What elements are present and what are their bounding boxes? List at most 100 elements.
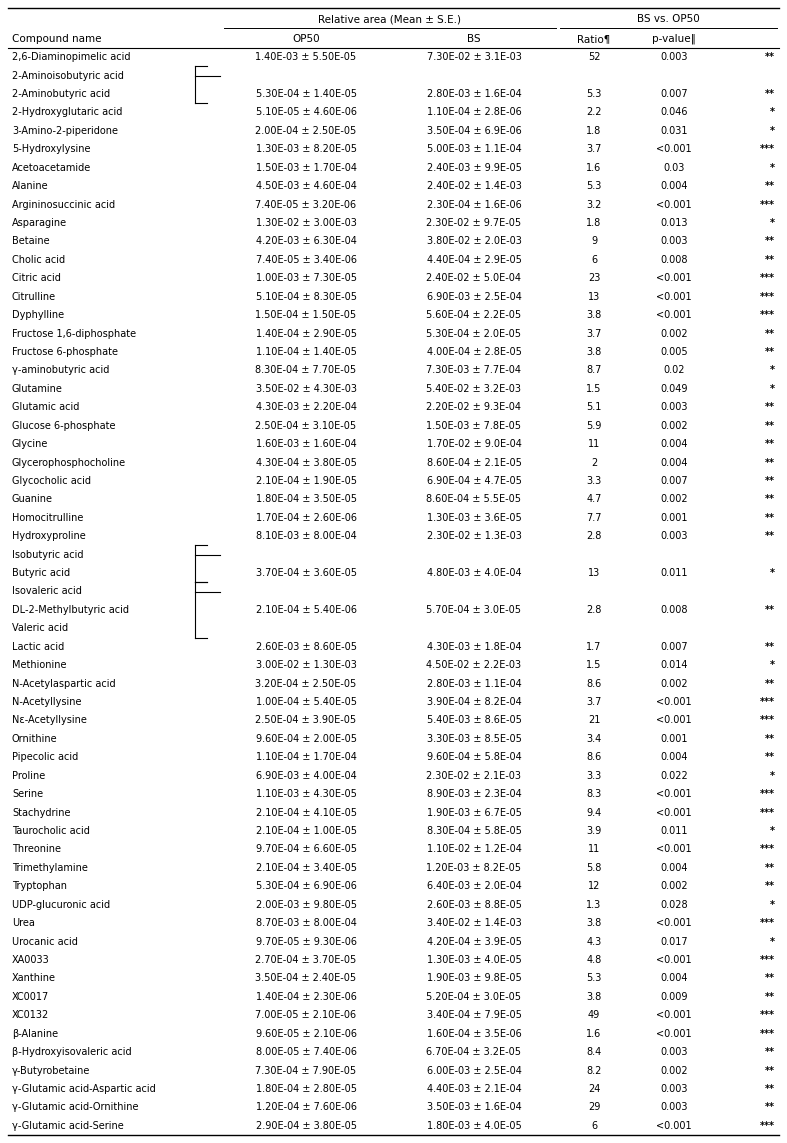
Text: 0.002: 0.002 [660, 421, 688, 431]
Text: <0.001: <0.001 [656, 144, 692, 154]
Text: Threonine: Threonine [12, 845, 61, 855]
Text: γ-Butyrobetaine: γ-Butyrobetaine [12, 1065, 91, 1076]
Text: 1.60E-03 ± 1.60E-04: 1.60E-03 ± 1.60E-04 [256, 439, 357, 449]
Text: Argininosuccinic acid: Argininosuccinic acid [12, 200, 115, 209]
Text: 3.50E-04 ± 6.9E-06: 3.50E-04 ± 6.9E-06 [427, 126, 521, 136]
Text: 2.50E-04 ± 3.90E-05: 2.50E-04 ± 3.90E-05 [256, 716, 357, 726]
Text: Hydroxyproline: Hydroxyproline [12, 531, 86, 542]
Text: Fructose 1,6-diphosphate: Fructose 1,6-diphosphate [12, 328, 136, 338]
Text: 1.30E-03 ± 3.6E-05: 1.30E-03 ± 3.6E-05 [427, 513, 521, 522]
Text: 0.008: 0.008 [660, 255, 688, 265]
Text: Glucose 6-phosphate: Glucose 6-phosphate [12, 421, 116, 431]
Text: 1.90E-03 ± 9.8E-05: 1.90E-03 ± 9.8E-05 [427, 974, 521, 983]
Text: 0.002: 0.002 [660, 1065, 688, 1076]
Text: Ratio¶: Ratio¶ [578, 34, 611, 43]
Text: 0.001: 0.001 [660, 734, 688, 744]
Text: γ-aminobutyric acid: γ-aminobutyric acid [12, 366, 109, 375]
Text: **: ** [765, 734, 775, 744]
Text: 0.003: 0.003 [660, 1084, 688, 1094]
Text: *: * [770, 218, 775, 227]
Text: 2.10E-04 ± 3.40E-05: 2.10E-04 ± 3.40E-05 [256, 863, 357, 873]
Text: 29: 29 [588, 1102, 600, 1112]
Text: <0.001: <0.001 [656, 200, 692, 209]
Text: 1.80E-04 ± 3.50E-05: 1.80E-04 ± 3.50E-05 [256, 495, 357, 504]
Text: 4.30E-03 ± 2.20E-04: 4.30E-03 ± 2.20E-04 [256, 402, 357, 413]
Text: 3.8: 3.8 [586, 992, 601, 1001]
Text: **: ** [765, 402, 775, 413]
Text: 8.3: 8.3 [586, 789, 601, 799]
Text: <0.001: <0.001 [656, 1029, 692, 1039]
Text: Nε-Acetyllysine: Nε-Acetyllysine [12, 716, 87, 726]
Text: 1.10E-04 ± 1.40E-05: 1.10E-04 ± 1.40E-05 [256, 347, 357, 357]
Text: 2.80E-03 ± 1.1E-04: 2.80E-03 ± 1.1E-04 [427, 679, 521, 688]
Text: XC0132: XC0132 [12, 1010, 50, 1021]
Text: 3.90E-04 ± 8.2E-04: 3.90E-04 ± 8.2E-04 [427, 697, 521, 708]
Text: 5.60E-04 ± 2.2E-05: 5.60E-04 ± 2.2E-05 [427, 310, 522, 320]
Text: **: ** [765, 752, 775, 762]
Text: 23: 23 [588, 273, 600, 283]
Text: 0.02: 0.02 [663, 366, 685, 375]
Text: **: ** [765, 992, 775, 1001]
Text: 0.004: 0.004 [660, 457, 688, 467]
Text: N-Acetylaspartic acid: N-Acetylaspartic acid [12, 679, 116, 688]
Text: DL-2-Methylbutyric acid: DL-2-Methylbutyric acid [12, 605, 129, 615]
Text: Guanine: Guanine [12, 495, 53, 504]
Text: 0.011: 0.011 [660, 568, 688, 578]
Text: 1.00E-03 ± 7.30E-05: 1.00E-03 ± 7.30E-05 [256, 273, 357, 283]
Text: 2.8: 2.8 [586, 531, 602, 542]
Text: **: ** [765, 457, 775, 467]
Text: 2.90E-04 ± 3.80E-05: 2.90E-04 ± 3.80E-05 [256, 1121, 357, 1130]
Text: 5.30E-04 ± 6.90E-06: 5.30E-04 ± 6.90E-06 [256, 881, 357, 892]
Text: γ-Glutamic acid-Serine: γ-Glutamic acid-Serine [12, 1121, 124, 1130]
Text: 6.90E-03 ± 4.00E-04: 6.90E-03 ± 4.00E-04 [256, 770, 357, 781]
Text: 3.40E-04 ± 7.9E-05: 3.40E-04 ± 7.9E-05 [427, 1010, 522, 1021]
Text: 6.70E-04 ± 3.2E-05: 6.70E-04 ± 3.2E-05 [427, 1047, 522, 1057]
Text: 0.028: 0.028 [660, 900, 688, 910]
Text: *: * [770, 661, 775, 670]
Text: 5.3: 5.3 [586, 974, 602, 983]
Text: 21: 21 [588, 716, 600, 726]
Text: 5-Hydroxylysine: 5-Hydroxylysine [12, 144, 91, 154]
Text: 4.40E-04 ± 2.9E-05: 4.40E-04 ± 2.9E-05 [427, 255, 522, 265]
Text: 6.00E-03 ± 2.5E-04: 6.00E-03 ± 2.5E-04 [427, 1065, 522, 1076]
Text: β-Alanine: β-Alanine [12, 1029, 58, 1039]
Text: 4.30E-04 ± 3.80E-05: 4.30E-04 ± 3.80E-05 [256, 457, 357, 467]
Text: 0.003: 0.003 [660, 53, 688, 62]
Text: 0.031: 0.031 [660, 126, 688, 136]
Text: 1.10E-04 ± 2.8E-06: 1.10E-04 ± 2.8E-06 [427, 107, 521, 118]
Text: Taurocholic acid: Taurocholic acid [12, 826, 90, 836]
Text: 8.2: 8.2 [586, 1065, 602, 1076]
Text: 5.20E-04 ± 3.0E-05: 5.20E-04 ± 3.0E-05 [427, 992, 522, 1001]
Text: 8.90E-03 ± 2.3E-04: 8.90E-03 ± 2.3E-04 [427, 789, 521, 799]
Text: Cholic acid: Cholic acid [12, 255, 65, 265]
Text: Relative area (Mean ± S.E.): Relative area (Mean ± S.E.) [319, 14, 461, 24]
Text: 9.60E-04 ± 2.00E-05: 9.60E-04 ± 2.00E-05 [256, 734, 357, 744]
Text: 8.60E-04 ± 2.1E-05: 8.60E-04 ± 2.1E-05 [427, 457, 522, 467]
Text: 2-Aminobutyric acid: 2-Aminobutyric acid [12, 89, 110, 99]
Text: 4.20E-03 ± 6.30E-04: 4.20E-03 ± 6.30E-04 [256, 237, 357, 247]
Text: <0.001: <0.001 [656, 291, 692, 302]
Text: 2.30E-02 ± 9.7E-05: 2.30E-02 ± 9.7E-05 [427, 218, 522, 227]
Text: Isovaleric acid: Isovaleric acid [12, 586, 82, 597]
Text: 4.50E-02 ± 2.2E-03: 4.50E-02 ± 2.2E-03 [427, 661, 522, 670]
Text: Alanine: Alanine [12, 182, 49, 191]
Text: 0.008: 0.008 [660, 605, 688, 615]
Text: 5.10E-04 ± 8.30E-05: 5.10E-04 ± 8.30E-05 [256, 291, 357, 302]
Text: 1.50E-03 ± 1.70E-04: 1.50E-03 ± 1.70E-04 [256, 162, 357, 173]
Text: **: ** [765, 328, 775, 338]
Text: 3.3: 3.3 [586, 475, 601, 486]
Text: 2.00E-04 ± 2.50E-05: 2.00E-04 ± 2.50E-05 [255, 126, 357, 136]
Text: ***: *** [760, 273, 775, 283]
Text: 1.30E-02 ± 3.00E-03: 1.30E-02 ± 3.00E-03 [256, 218, 357, 227]
Text: 2.10E-04 ± 1.00E-05: 2.10E-04 ± 1.00E-05 [256, 826, 357, 836]
Text: Glutamic acid: Glutamic acid [12, 402, 79, 413]
Text: <0.001: <0.001 [656, 808, 692, 817]
Text: 0.004: 0.004 [660, 752, 688, 762]
Text: 49: 49 [588, 1010, 600, 1021]
Text: 0.007: 0.007 [660, 475, 688, 486]
Text: ***: *** [760, 1010, 775, 1021]
Text: XC0017: XC0017 [12, 992, 50, 1001]
Text: <0.001: <0.001 [656, 845, 692, 855]
Text: 8.30E-04 ± 5.8E-05: 8.30E-04 ± 5.8E-05 [427, 826, 522, 836]
Text: 3.50E-02 ± 4.30E-03: 3.50E-02 ± 4.30E-03 [256, 384, 357, 394]
